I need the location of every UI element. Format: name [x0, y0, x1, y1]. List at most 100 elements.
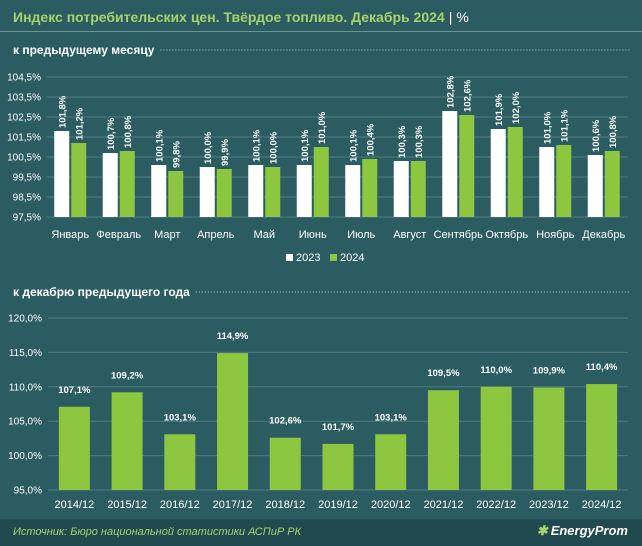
bar-2024	[604, 151, 620, 217]
bar	[58, 406, 90, 490]
x-category-label: Июль	[347, 229, 375, 241]
bar	[480, 386, 512, 490]
x-category-label: 2019/12	[318, 499, 358, 511]
data-label: 114,9%	[217, 331, 249, 342]
legend-swatch-2023	[286, 254, 293, 261]
bar	[322, 443, 354, 490]
bar-2023	[296, 165, 312, 217]
chart-title: Индекс потребительских цен. Твёрдое топл…	[13, 4, 469, 30]
bar-2024	[168, 171, 184, 217]
data-label: 100,0%	[268, 131, 279, 164]
x-category-label: Октябрь	[485, 229, 528, 241]
bar-2024	[459, 115, 475, 217]
y-tick-label: 103,5%	[7, 93, 41, 104]
y-tick-label: 95,0%	[14, 486, 42, 497]
footer-bar: Источник: Бюро национальной статистики А…	[0, 519, 642, 546]
bar-2024	[556, 145, 572, 217]
data-label: 100,1%	[348, 129, 359, 162]
x-category-label: 2021/12	[424, 499, 464, 511]
annual-chart: к декабрю предыдущего года 95,0% 100,0% 105…	[8, 285, 630, 511]
data-label: 100,7%	[106, 117, 117, 150]
x-category-label: Май	[253, 229, 275, 241]
logo-text: EnergyProm	[550, 523, 628, 538]
data-label: 103,1%	[164, 412, 197, 423]
y-tick-label: 97,5%	[13, 213, 41, 224]
title-separator: |	[448, 9, 453, 25]
x-category-label: 2023/12	[529, 499, 569, 511]
bar-2024	[119, 151, 135, 217]
monthly-chart: к предыдущему месяцу 97,5% 98,5% 99,5% 100,5…	[7, 43, 630, 264]
x-category-label: Апрель	[197, 229, 235, 241]
data-label: 100,1%	[154, 129, 165, 162]
data-label: 101,7%	[322, 422, 355, 433]
x-category-label: Март	[154, 229, 180, 241]
bar	[586, 384, 618, 490]
source-note: Источник: Бюро национальной статистики А…	[13, 526, 302, 538]
bar	[375, 434, 407, 490]
data-label: 99,9%	[220, 139, 231, 166]
bar-2023	[393, 161, 409, 217]
x-category-label: Июнь	[299, 229, 327, 241]
y-tick-label: 102,5%	[7, 113, 41, 124]
bar	[427, 390, 459, 490]
data-label: 109,5%	[427, 368, 460, 379]
bar	[164, 434, 196, 490]
data-label: 101,0%	[317, 111, 328, 144]
bar-2023	[102, 153, 118, 217]
title-text: Индекс потребительских цен. Твёрдое топл…	[13, 9, 445, 25]
bar-2023	[490, 129, 506, 217]
x-category-label: 2018/12	[265, 499, 305, 511]
x-category-label: 2016/12	[160, 499, 200, 511]
data-label: 100,4%	[365, 123, 376, 156]
x-category-label: 2020/12	[371, 499, 411, 511]
y-tick-label: 101,5%	[7, 133, 41, 144]
bar-2023	[248, 165, 264, 217]
data-label: 101,0%	[542, 111, 553, 144]
x-category-label: 2017/12	[213, 499, 253, 511]
x-category-label: Декабрь	[582, 229, 625, 241]
bar	[217, 353, 249, 490]
bar-2024	[216, 169, 232, 217]
data-label: 100,3%	[397, 125, 408, 158]
x-category-label: Ноябрь	[536, 229, 574, 241]
bar	[533, 387, 565, 490]
data-label: 100,6%	[591, 119, 602, 152]
x-category-label: 2015/12	[107, 499, 147, 511]
x-category-label: Сентябрь	[434, 229, 484, 241]
x-category-label: Август	[393, 229, 426, 241]
section-title-annual: к декабрю предыдущего года	[13, 285, 190, 299]
bar-2023	[199, 167, 215, 217]
data-label: 103,1%	[375, 412, 408, 423]
bar-2024	[507, 127, 523, 217]
bar-2023	[345, 165, 361, 217]
y-tick-label: 110,0%	[9, 382, 42, 393]
x-category-label: Февраль	[96, 229, 141, 241]
title-unit: %	[456, 9, 469, 25]
data-label: 99,8%	[171, 141, 182, 168]
y-tick-label: 99,5%	[13, 173, 41, 184]
bar-2024	[362, 159, 378, 217]
legend-swatch-2024	[330, 254, 337, 261]
section-title-monthly: к предыдущему месяцу	[13, 43, 155, 57]
bar-2024	[71, 143, 87, 217]
bar-2023	[587, 155, 603, 217]
bar-2023	[151, 165, 167, 217]
data-label: 100,3%	[414, 125, 425, 158]
data-label: 110,4%	[586, 362, 618, 373]
data-label: 100,8%	[608, 115, 619, 148]
x-category-label: 2022/12	[476, 499, 516, 511]
bar	[111, 392, 143, 490]
data-label: 102,8%	[445, 75, 456, 108]
y-tick-label: 100,5%	[7, 153, 41, 164]
bar-2023	[442, 111, 458, 217]
header-divider	[0, 31, 642, 32]
x-category-label: Январь	[51, 229, 89, 241]
brand-logo: ✱ EnergyProm	[537, 523, 628, 539]
data-label: 102,6%	[462, 79, 473, 112]
data-label: 102,0%	[511, 91, 522, 124]
data-label: 101,1%	[559, 109, 570, 142]
data-label: 101,2%	[74, 107, 85, 140]
data-label: 109,9%	[533, 365, 566, 376]
charts-canvas: к предыдущему месяцу 97,5% 98,5% 99,5% 100,5…	[7, 43, 630, 511]
data-label: 102,6%	[269, 416, 302, 427]
